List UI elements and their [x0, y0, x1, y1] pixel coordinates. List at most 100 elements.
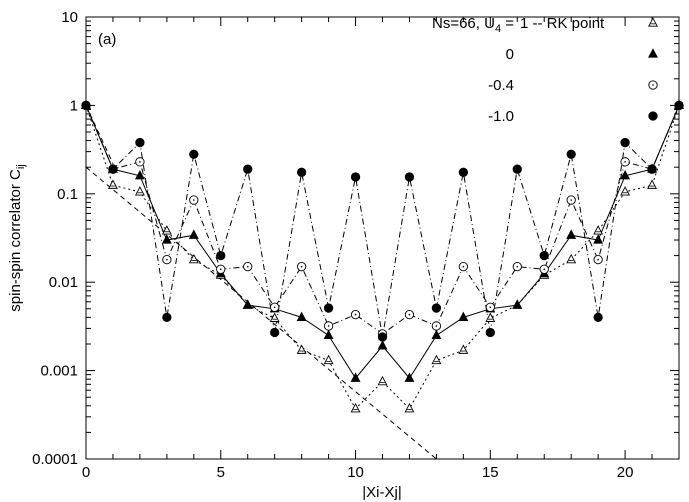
legend-marker-0	[648, 17, 658, 27]
legend: Ns=66, U4 = 1 -- RK point 0 -0.4 -1.0	[432, 15, 658, 125]
series-line-0	[86, 105, 679, 410]
data-point-series-3	[350, 172, 361, 182]
x-axis-title: |Xi-Xj|	[362, 484, 401, 501]
legend-label-0: 1 -- RK point	[520, 15, 605, 32]
data-point-series-0	[161, 225, 172, 235]
axes-layer: 0 5 10 15 20 0.0001 0.001 0.01 0.1 1 10	[32, 9, 680, 481]
data-point-series-3	[674, 100, 684, 111]
x-tick-label: 15	[482, 464, 499, 481]
data-point-series-1	[458, 311, 469, 321]
y-tick-label: 10	[61, 9, 78, 26]
data-point-series-3	[404, 172, 415, 182]
data-point-series-1	[377, 340, 388, 350]
y-tick-label: 0.0001	[32, 451, 78, 468]
data-point-series-2	[458, 261, 469, 272]
legend-marker-1	[648, 48, 658, 58]
reference-line-0	[86, 166, 437, 459]
data-point-series-2	[135, 157, 145, 167]
y-axis-title-main: spin-spin correlator C	[7, 169, 24, 312]
series-line-2	[86, 105, 679, 335]
data-point-series-3	[377, 332, 388, 342]
legend-title-eq: =	[501, 15, 514, 32]
data-point-series-2	[243, 261, 253, 272]
data-point-series-3	[512, 164, 522, 174]
data-point-series-3	[243, 164, 253, 174]
data-point-series-0	[647, 179, 657, 189]
data-point-series-2	[404, 309, 415, 320]
data-point-series-2	[270, 302, 280, 312]
data-point-series-1	[323, 329, 334, 340]
data-point-series-3	[458, 167, 469, 177]
data-point-series-0	[431, 354, 442, 365]
data-point-series-0	[134, 186, 145, 196]
data-point-series-1	[431, 329, 442, 340]
data-point-series-3	[539, 250, 549, 261]
legend-title-sub: 4	[495, 23, 501, 35]
y-tick-label: 0.01	[49, 274, 78, 291]
data-point-series-0	[593, 225, 604, 235]
data-point-series-0	[566, 253, 577, 264]
data-point-series-2	[350, 309, 361, 320]
data-point-series-0	[269, 312, 280, 322]
data-point-series-3	[135, 137, 145, 148]
data-point-series-0	[377, 375, 388, 386]
data-point-series-2	[296, 261, 307, 272]
legend-title: Ns=66, U4 =	[432, 15, 514, 35]
data-point-series-3	[620, 137, 630, 148]
data-point-series-1	[593, 234, 604, 244]
data-point-series-0	[485, 312, 496, 322]
data-point-series-1	[620, 169, 631, 180]
legend-marker-2	[648, 80, 658, 90]
data-point-series-2	[431, 321, 442, 331]
x-tick-label: 20	[617, 464, 634, 481]
x-tick-label: 10	[347, 464, 364, 481]
y-tick-label: 0.1	[57, 186, 78, 203]
data-point-series-2	[566, 195, 576, 205]
data-point-series-0	[350, 402, 361, 413]
data-point-series-1	[566, 229, 577, 239]
series-layer	[86, 105, 679, 459]
data-point-series-3	[566, 149, 576, 159]
data-point-series-1	[512, 299, 523, 309]
data-point-series-3	[108, 164, 118, 174]
data-point-series-2	[512, 261, 522, 272]
data-point-series-2	[485, 302, 495, 312]
data-point-series-1	[350, 372, 361, 382]
data-point-series-2	[162, 254, 172, 265]
data-point-series-1	[242, 299, 253, 309]
legend-title-main: Ns=66, U	[432, 15, 495, 32]
x-tick-label: 0	[82, 464, 90, 481]
data-point-series-3	[431, 303, 442, 313]
panel-label: (a)	[98, 31, 116, 48]
data-point-series-3	[270, 327, 280, 338]
data-point-series-1	[161, 234, 172, 244]
data-point-series-1	[188, 229, 199, 239]
data-point-series-3	[216, 250, 226, 261]
data-point-series-1	[404, 372, 415, 382]
legend-marker-3	[648, 111, 658, 121]
data-point-series-2	[189, 195, 199, 205]
y-axis-title: spin-spin correlator Cij	[7, 164, 27, 311]
plot-frame	[85, 16, 680, 460]
data-point-series-0	[404, 402, 415, 413]
data-point-series-3	[162, 312, 172, 323]
data-point-series-1	[296, 311, 307, 321]
data-point-series-2	[620, 157, 630, 167]
data-point-series-0	[188, 253, 199, 264]
marker-layer	[81, 99, 684, 413]
y-tick-label: 0.001	[40, 363, 78, 380]
legend-label-3: -1.0	[488, 108, 514, 125]
data-point-series-0	[296, 344, 307, 354]
data-point-series-3	[296, 167, 307, 177]
y-tick-label: 1	[70, 97, 78, 114]
data-point-series-1	[134, 169, 145, 180]
legend-label-2: -0.4	[488, 77, 514, 94]
data-point-series-2	[593, 254, 603, 265]
data-point-series-2	[216, 264, 226, 274]
data-point-series-3	[593, 312, 603, 323]
y-axis-title-sub: ij	[15, 164, 27, 169]
data-point-series-0	[620, 186, 631, 196]
data-point-series-3	[81, 100, 91, 111]
data-point-series-2	[539, 264, 549, 274]
